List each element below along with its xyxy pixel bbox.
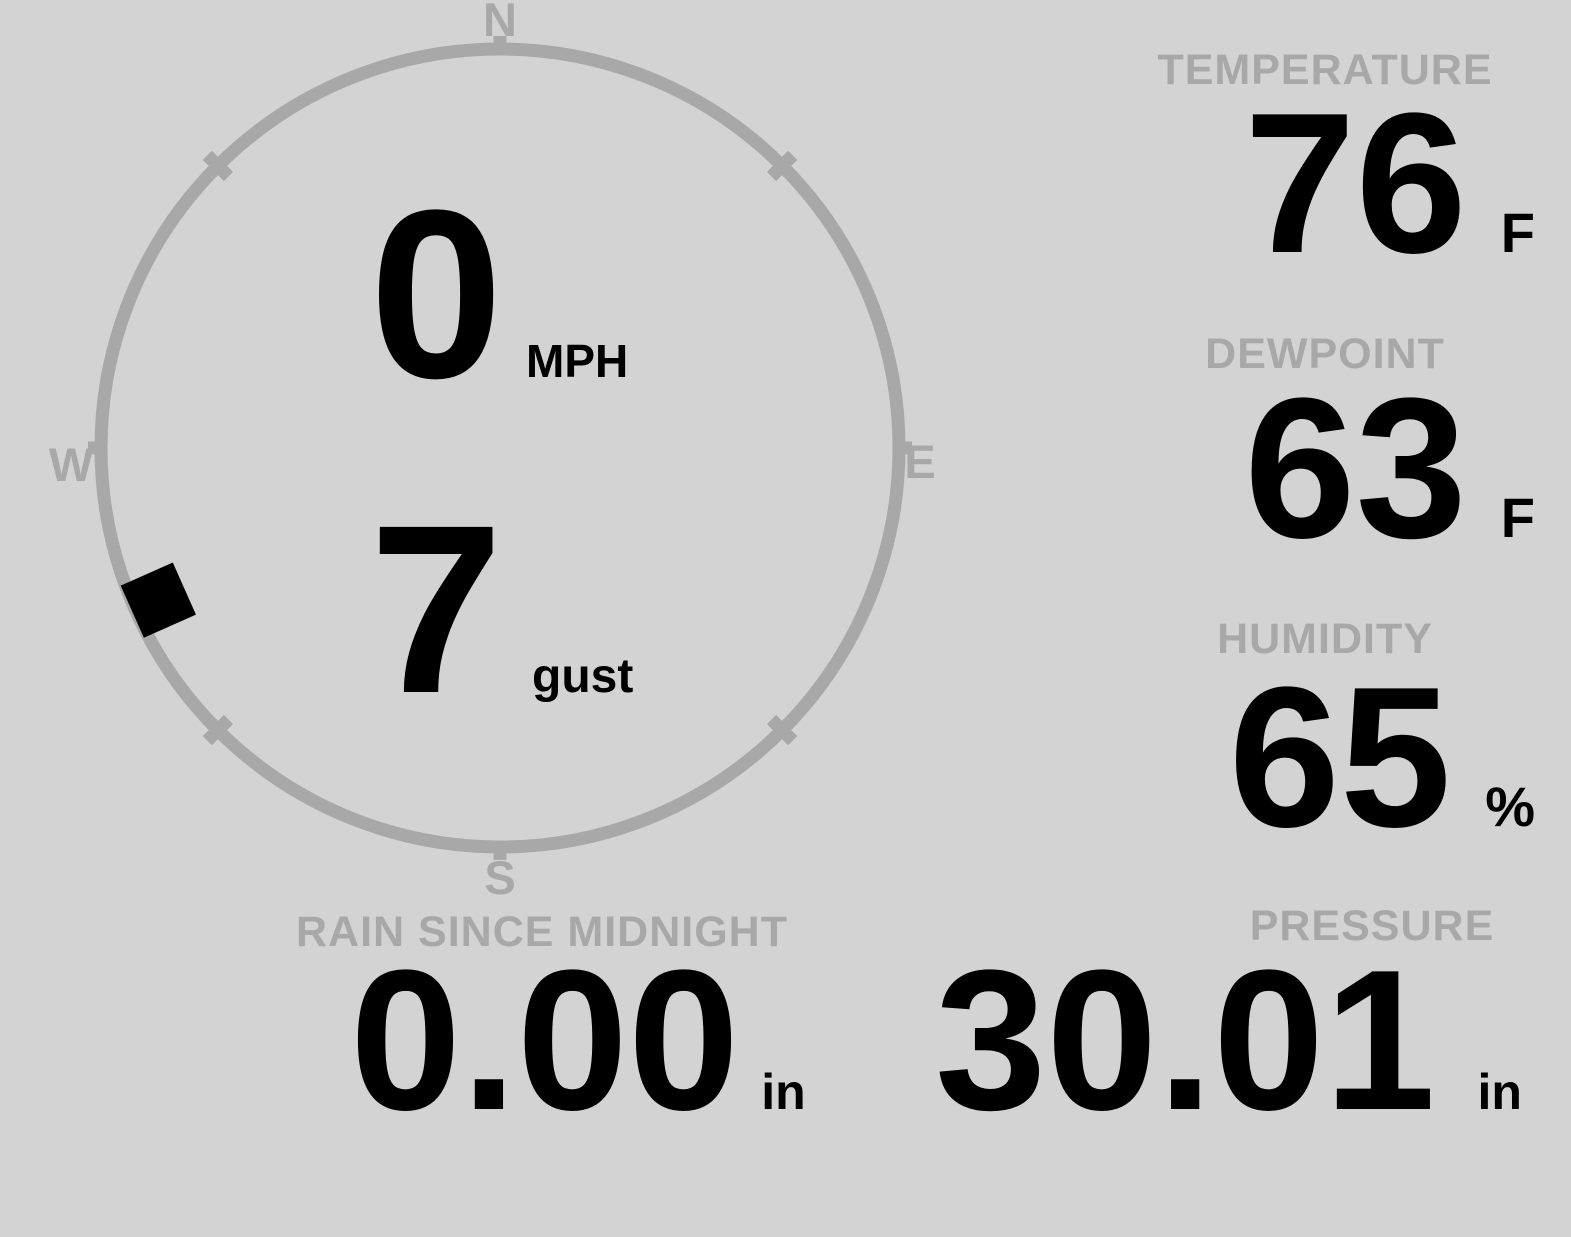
rain-since-midnight-unit: in	[761, 1064, 806, 1120]
cardinal-south-label: S	[484, 851, 516, 904]
wind-gust-unit: gust	[532, 650, 634, 703]
wind-gust-row: 7 gust	[0, 475, 634, 743]
compass-tick-northeast	[766, 150, 798, 182]
wind-direction-marker	[120, 562, 196, 638]
pressure-unit: in	[1477, 1064, 1522, 1120]
humidity-value-row: 65 %	[1229, 658, 1535, 858]
humidity-value: 65	[1228, 646, 1452, 869]
wind-gust-value: 7	[369, 475, 503, 743]
wind-speed-value: 0	[369, 160, 503, 428]
cardinal-west-label: W	[48, 438, 94, 491]
wind-speed-unit: MPH	[526, 335, 629, 387]
dewpoint-unit: F	[1500, 486, 1535, 549]
cardinal-east-label: E	[904, 435, 936, 488]
humidity-unit: %	[1485, 775, 1535, 838]
pressure-value: 30.01	[935, 929, 1436, 1152]
dewpoint-label: DEWPOINT	[1205, 330, 1445, 378]
temperature-value: 76	[1244, 72, 1467, 295]
compass-tick-southwest	[202, 714, 234, 746]
cardinal-north-label: N	[483, 0, 517, 46]
dewpoint-value-row: 63 F	[1244, 369, 1535, 569]
compass-tick-northwest	[202, 150, 234, 182]
temperature-label: TEMPERATURE	[1157, 46, 1493, 94]
rain-since-midnight-value: 0.00	[350, 929, 740, 1152]
pressure-value-row: 30.01 in	[935, 941, 1522, 1141]
humidity-label: HUMIDITY	[1217, 615, 1433, 663]
temperature-unit: F	[1500, 201, 1535, 264]
dewpoint-value: 63	[1244, 357, 1467, 580]
wind-speed-row: 0 MPH	[0, 160, 629, 428]
rain-since-midnight-value-row: 0.00 in	[350, 941, 806, 1141]
rain-since-midnight-label: RAIN SINCE MIDNIGHT	[296, 908, 788, 956]
compass-tick-southeast	[766, 714, 798, 746]
temperature-value-row: 76 F	[1244, 84, 1535, 284]
pressure-label: PRESSURE	[1249, 902, 1495, 950]
